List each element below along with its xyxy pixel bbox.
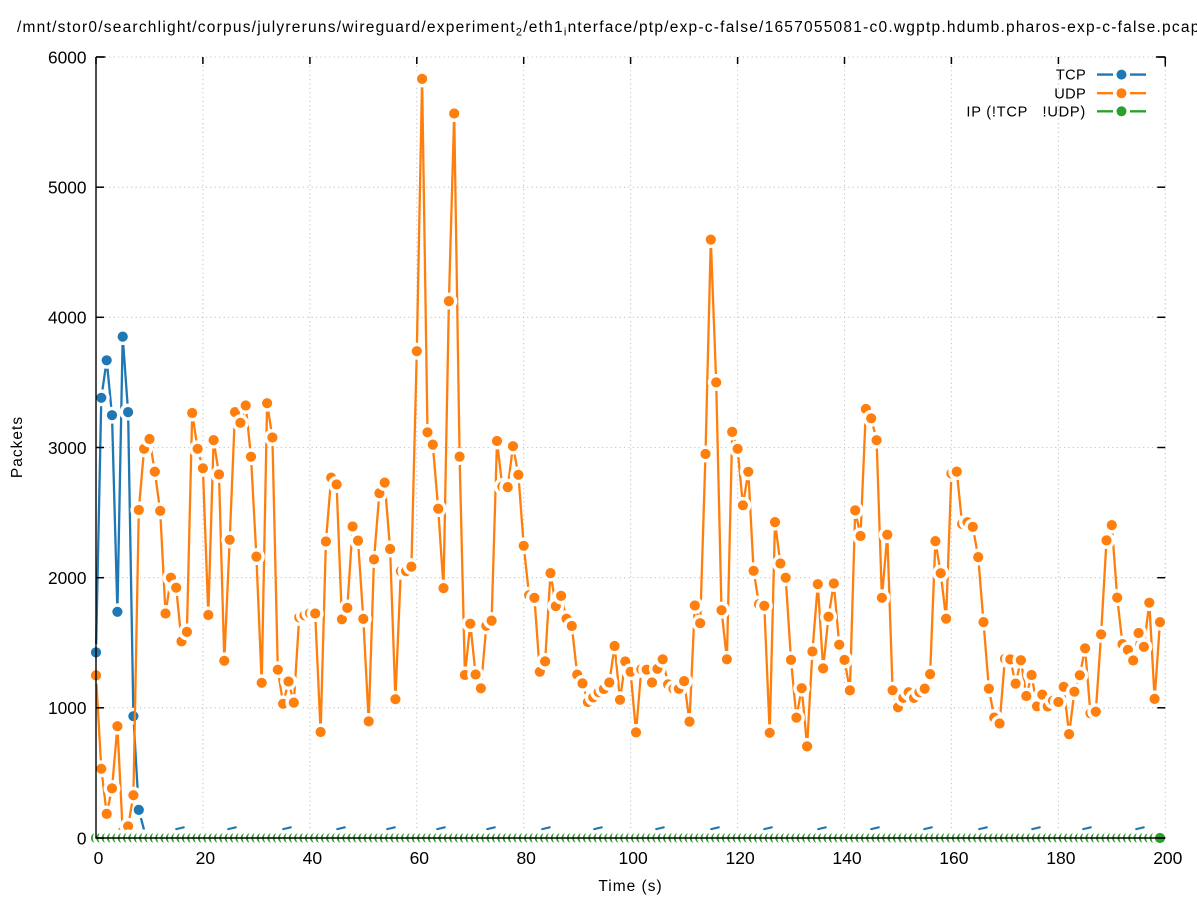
svg-text:6000: 6000 <box>48 47 86 67</box>
svg-text:140: 140 <box>832 848 861 868</box>
svg-text:4000: 4000 <box>48 308 86 328</box>
svg-text:0: 0 <box>77 828 87 848</box>
svg-text:UDP: UDP <box>1054 86 1086 102</box>
svg-text:0: 0 <box>94 848 104 868</box>
svg-text:120: 120 <box>725 848 754 868</box>
svg-text:TCP: TCP <box>1056 68 1086 84</box>
svg-text:Packets: Packets <box>9 416 26 478</box>
svg-text:5000: 5000 <box>48 178 86 198</box>
svg-text:/mnt/stor0/searchlight/corpus/: /mnt/stor0/searchlight/corpus/julyreruns… <box>17 19 1197 38</box>
svg-text:60: 60 <box>410 848 430 868</box>
svg-text:Time (s): Time (s) <box>598 878 662 895</box>
svg-text:160: 160 <box>939 848 968 868</box>
svg-text:100: 100 <box>618 848 647 868</box>
svg-text:40: 40 <box>303 848 323 868</box>
svg-text:200: 200 <box>1153 848 1182 868</box>
svg-text:IP (!TCP !UDP): IP (!TCP !UDP) <box>966 104 1086 120</box>
svg-text:20: 20 <box>196 848 216 868</box>
svg-text:80: 80 <box>516 848 536 868</box>
svg-text:2000: 2000 <box>48 568 86 588</box>
svg-text:1000: 1000 <box>48 698 86 718</box>
svg-text:180: 180 <box>1046 848 1075 868</box>
svg-text:3000: 3000 <box>48 438 86 458</box>
